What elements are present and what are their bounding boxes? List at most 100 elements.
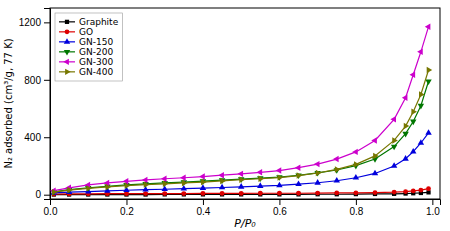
point [258, 176, 264, 182]
line [54, 81, 429, 192]
tick: 0 [35, 189, 50, 200]
point [419, 91, 425, 97]
tick-mark [44, 22, 50, 23]
point [403, 189, 408, 194]
point [239, 191, 244, 196]
point [239, 177, 245, 183]
tick-mark [432, 199, 433, 205]
point [417, 49, 423, 55]
tick-mark [44, 137, 50, 138]
tick-mark [126, 199, 127, 205]
tick-label: 0.2 [120, 206, 134, 217]
point [67, 187, 73, 193]
point [125, 182, 131, 188]
point [257, 182, 263, 188]
tick: 400 [24, 132, 50, 143]
point [295, 164, 301, 170]
point [237, 171, 243, 177]
point [220, 191, 225, 196]
point [182, 180, 188, 186]
point [220, 178, 226, 184]
series [52, 67, 432, 196]
point [335, 166, 341, 172]
point [316, 170, 322, 176]
point [201, 191, 206, 196]
point [392, 137, 398, 143]
point [372, 170, 378, 176]
point [296, 191, 301, 196]
point [278, 174, 284, 180]
point [402, 95, 408, 101]
point [143, 191, 148, 196]
tick-label: 1200 [19, 17, 42, 28]
point [295, 180, 301, 186]
legend-item: GO [59, 27, 93, 37]
point [333, 156, 339, 162]
point [315, 191, 320, 196]
point [258, 191, 263, 196]
point [411, 108, 417, 114]
line [54, 27, 429, 191]
point [404, 123, 410, 129]
tick-label: 0 [35, 189, 41, 200]
point [354, 161, 360, 167]
tick-label: 0.6 [273, 206, 287, 217]
point [200, 184, 206, 190]
point [425, 129, 431, 135]
tick-mark [279, 199, 280, 205]
axis-line [51, 200, 441, 206]
point [201, 179, 207, 185]
point [371, 137, 377, 143]
legend-item: GN-300 [59, 57, 113, 67]
point [276, 182, 282, 188]
tick-mark [203, 199, 204, 205]
point [373, 190, 378, 195]
tick: 0.6 [273, 199, 287, 217]
legend-label: GN-200 [79, 47, 113, 57]
point [390, 116, 396, 122]
point [163, 181, 169, 187]
point [238, 183, 244, 189]
x-axis: 0.00.20.40.60.81.0 [44, 199, 441, 217]
legend-marker [65, 69, 71, 75]
point [426, 186, 431, 191]
legend-item: GN-400 [59, 67, 113, 77]
legend-marker [64, 38, 70, 44]
x-axis-title: P/P₀ [234, 217, 256, 230]
tick-label: 0.0 [44, 206, 58, 217]
line [54, 70, 429, 192]
tick-mark [356, 199, 357, 205]
point [418, 104, 424, 110]
point [353, 174, 359, 180]
y-axis-title: N₂ adsorbed (cm³/g, 77 K) [3, 38, 14, 168]
point [314, 179, 320, 185]
series [51, 79, 432, 195]
point [334, 177, 340, 183]
tick-label: 800 [24, 75, 41, 86]
point [219, 184, 225, 190]
point [402, 155, 408, 161]
point [181, 191, 186, 196]
legend-label: GN-300 [79, 57, 113, 67]
tick-label: 400 [24, 132, 41, 143]
legend-marker [65, 20, 69, 24]
legend-item: GN-200 [59, 47, 113, 57]
point [352, 149, 358, 155]
point [86, 185, 92, 191]
point [52, 189, 58, 195]
point [162, 191, 167, 196]
point [144, 181, 150, 187]
point [391, 145, 397, 151]
legend-label: Graphite [79, 17, 119, 27]
series [50, 23, 430, 193]
point [410, 72, 416, 78]
tick: 0.0 [44, 199, 58, 217]
point [276, 167, 282, 173]
y-axis: 0 400 800 1200 [19, 9, 51, 201]
legend-marker [63, 59, 69, 65]
legend-label: GO [79, 27, 93, 37]
tick: 0.4 [196, 199, 210, 217]
legend-label: GN-400 [79, 67, 113, 77]
point [427, 67, 433, 73]
point [373, 153, 379, 159]
